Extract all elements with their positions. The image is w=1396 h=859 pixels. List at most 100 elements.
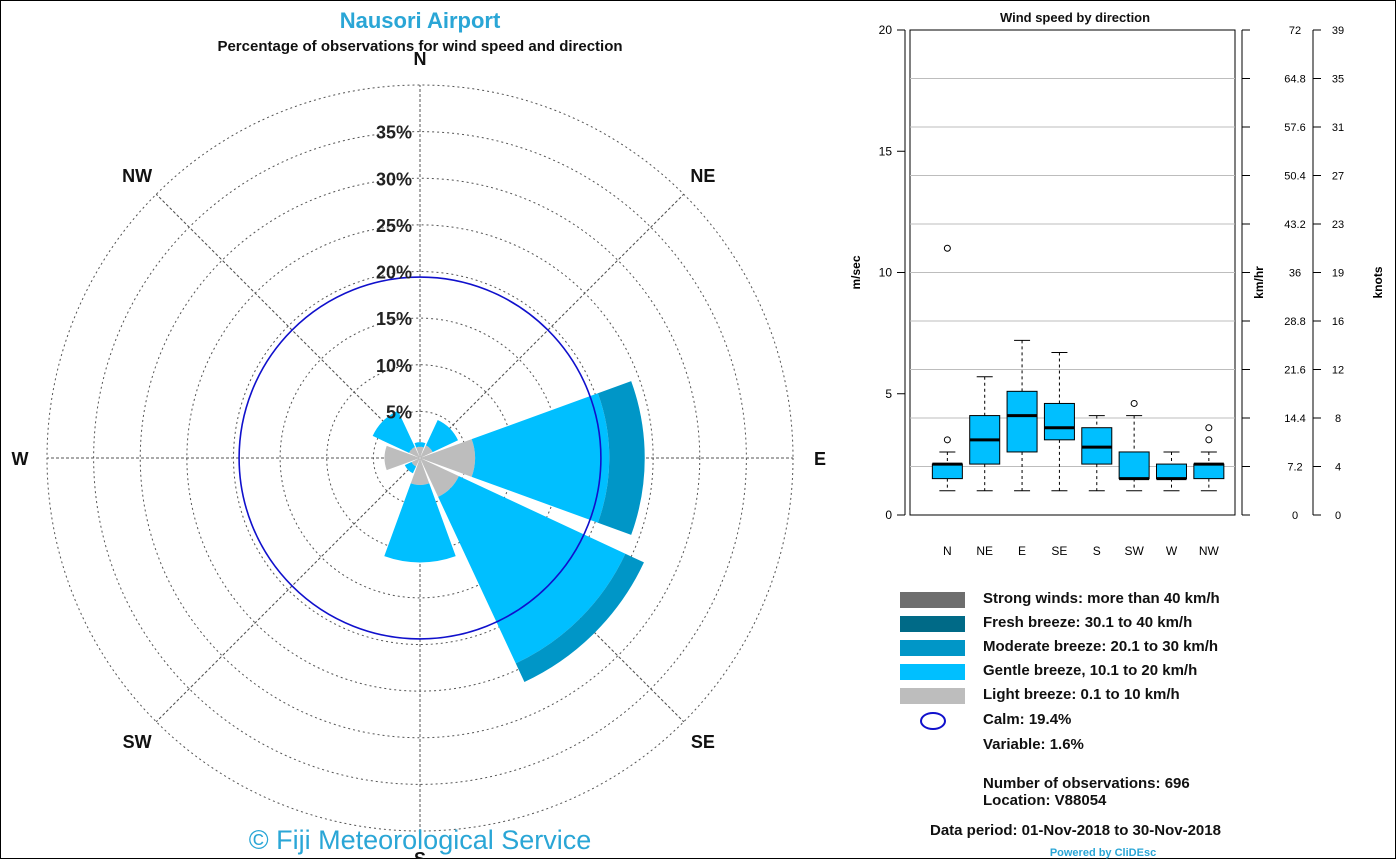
legend-label-strong: Strong winds: more than 40 km/h bbox=[983, 590, 1220, 607]
rose-wedge-E-gentle bbox=[471, 393, 610, 523]
x-tick-label-SE: SE bbox=[1051, 544, 1067, 558]
radial-tick-label: 35% bbox=[376, 123, 412, 143]
secondary-axis-label: knots bbox=[1371, 266, 1385, 298]
legend-swatch-strong bbox=[900, 592, 965, 608]
secondary-tick-label: 14.4 bbox=[1284, 413, 1305, 425]
direction-label-SE: SE bbox=[691, 732, 715, 752]
y-tick-label: 20 bbox=[879, 23, 893, 37]
rose-wedge-S-gentle bbox=[384, 483, 456, 563]
secondary-tick-label: 50.4 bbox=[1284, 171, 1305, 183]
rose-wedge-S-light bbox=[410, 458, 430, 486]
box-outlier-N bbox=[943, 244, 951, 252]
rose-ring bbox=[139, 177, 701, 739]
observations-count: Number of observations: 696 bbox=[983, 775, 1190, 792]
box-NW bbox=[1193, 463, 1225, 480]
y-tick-label: 10 bbox=[879, 266, 893, 280]
location-text: Location: V88054 bbox=[983, 792, 1107, 809]
box-E bbox=[1006, 390, 1038, 453]
radial-tick-label: 20% bbox=[376, 263, 412, 283]
secondary-tick-label: 23 bbox=[1332, 219, 1344, 231]
x-tick-label-E: E bbox=[1018, 544, 1026, 558]
legend-label-fresh: Fresh breeze: 30.1 to 40 km/h bbox=[983, 614, 1193, 631]
direction-label-N: N bbox=[414, 49, 427, 69]
rose-wedge-N-light bbox=[416, 446, 424, 458]
secondary-tick-label: 19 bbox=[1332, 268, 1344, 280]
box-plot-chart: 0 5 10 15 20 m/sec 0 7.2 14.4 21.6 28.8 36 43.2 50.4 5… bbox=[849, 23, 1385, 558]
legend-swatch-gentle bbox=[900, 664, 965, 680]
box-plot-title: Wind speed by direction bbox=[999, 10, 1151, 25]
rose-spoke bbox=[155, 193, 685, 723]
direction-label-NW: NW bbox=[122, 166, 152, 186]
secondary-tick-label: 28.8 bbox=[1284, 316, 1305, 328]
radial-tick-label: 15% bbox=[376, 309, 412, 329]
secondary-tick-label: 72 bbox=[1289, 25, 1301, 37]
x-tick-label-W: W bbox=[1166, 544, 1178, 558]
secondary-tick-label: 43.2 bbox=[1284, 219, 1305, 231]
copyright-text: © Fiji Meteorological Service bbox=[248, 825, 592, 855]
rose-wedge-SW-gentle bbox=[404, 461, 417, 474]
box-SW bbox=[1118, 451, 1150, 480]
secondary-tick-label: 39 bbox=[1332, 25, 1344, 37]
powered-by-text: Powered by CliDEsc bbox=[1049, 847, 1157, 859]
secondary-tick-label: 4 bbox=[1335, 462, 1341, 474]
box-N bbox=[931, 463, 963, 480]
rose-wedge-W-light bbox=[384, 445, 420, 471]
chart-subtitle: Percentage of observations for wind spee… bbox=[217, 38, 623, 55]
legend-swatch-moderate bbox=[900, 640, 965, 656]
rose-wedge-SE-moderate bbox=[515, 553, 644, 682]
radial-tick-label: 25% bbox=[376, 216, 412, 236]
y-axis-label: m/sec bbox=[849, 255, 863, 289]
direction-label-SW: SW bbox=[123, 732, 152, 752]
rose-spoke bbox=[155, 193, 685, 723]
chart-title: Nausori Airport bbox=[339, 8, 501, 33]
legend-label-gentle: Gentle breeze, 10.1 to 20 km/h bbox=[983, 662, 1198, 679]
y-tick-label: 5 bbox=[885, 387, 892, 401]
secondary-tick-label: 16 bbox=[1332, 316, 1344, 328]
radial-tick-label: 10% bbox=[376, 356, 412, 376]
secondary-tick-label: 36 bbox=[1289, 268, 1301, 280]
rose-wedge-NE-gentle bbox=[425, 419, 459, 453]
secondary-tick-label: 35 bbox=[1332, 74, 1344, 86]
rose-wedge-SE-gentle bbox=[438, 476, 626, 664]
rose-spoke bbox=[155, 193, 685, 723]
x-tick-label-N: N bbox=[943, 544, 952, 558]
box-outlier-NW bbox=[1205, 424, 1213, 432]
secondary-axis-label: km/hr bbox=[1252, 266, 1266, 299]
secondary-tick-label: 0 bbox=[1292, 510, 1298, 522]
legend-label-light: Light breeze: 0.1 to 10 km/h bbox=[983, 686, 1180, 703]
box-outlier-SW bbox=[1130, 399, 1138, 407]
y-tick-label: 15 bbox=[879, 144, 893, 158]
wind-rose-chart: 5% 10% 15% 20% 25% 30% 35% N NE E SE S SW W NW bbox=[12, 49, 827, 859]
secondary-tick-label: 27 bbox=[1332, 171, 1344, 183]
rose-wedge-NW-gentle bbox=[372, 410, 415, 453]
x-tick-label-SW: SW bbox=[1124, 544, 1144, 558]
calm-circle bbox=[238, 276, 602, 640]
direction-label-E: E bbox=[814, 449, 826, 469]
secondary-tick-label: 8 bbox=[1335, 413, 1341, 425]
legend-label-moderate: Moderate breeze: 20.1 to 30 km/h bbox=[983, 638, 1219, 655]
rose-wedge-NE-light bbox=[420, 445, 433, 458]
direction-label-NE: NE bbox=[690, 166, 715, 186]
radial-tick-label: 30% bbox=[376, 169, 412, 189]
rose-wedge-N-gentle bbox=[414, 442, 426, 448]
rose-wedge-E-light bbox=[420, 439, 476, 477]
secondary-tick-label: 31 bbox=[1332, 122, 1344, 134]
direction-label-W: W bbox=[12, 449, 29, 469]
x-tick-label-NW: NW bbox=[1199, 544, 1220, 558]
rose-wedge-SW-light bbox=[411, 458, 420, 467]
data-period-text: Data period: 01-Nov-2018 to 30-Nov-2018 bbox=[930, 822, 1221, 839]
legend-label-calm: Calm: 19.4% bbox=[983, 711, 1072, 728]
secondary-tick-label: 21.6 bbox=[1284, 365, 1305, 377]
direction-label-S: S bbox=[414, 849, 426, 859]
variable-text: Variable: 1.6% bbox=[983, 736, 1084, 753]
rose-wedge-SE-light bbox=[420, 458, 459, 497]
legend-swatch-fresh bbox=[900, 616, 965, 632]
secondary-tick-label: 7.2 bbox=[1287, 462, 1302, 474]
secondary-tick-label: 0 bbox=[1335, 510, 1341, 522]
box-outlier-N bbox=[943, 436, 951, 444]
x-tick-label-S: S bbox=[1093, 544, 1101, 558]
box-SE bbox=[1043, 402, 1075, 441]
box-outlier-NW bbox=[1205, 436, 1213, 444]
rose-spoke bbox=[155, 193, 685, 723]
calm-circle-icon bbox=[920, 712, 946, 730]
